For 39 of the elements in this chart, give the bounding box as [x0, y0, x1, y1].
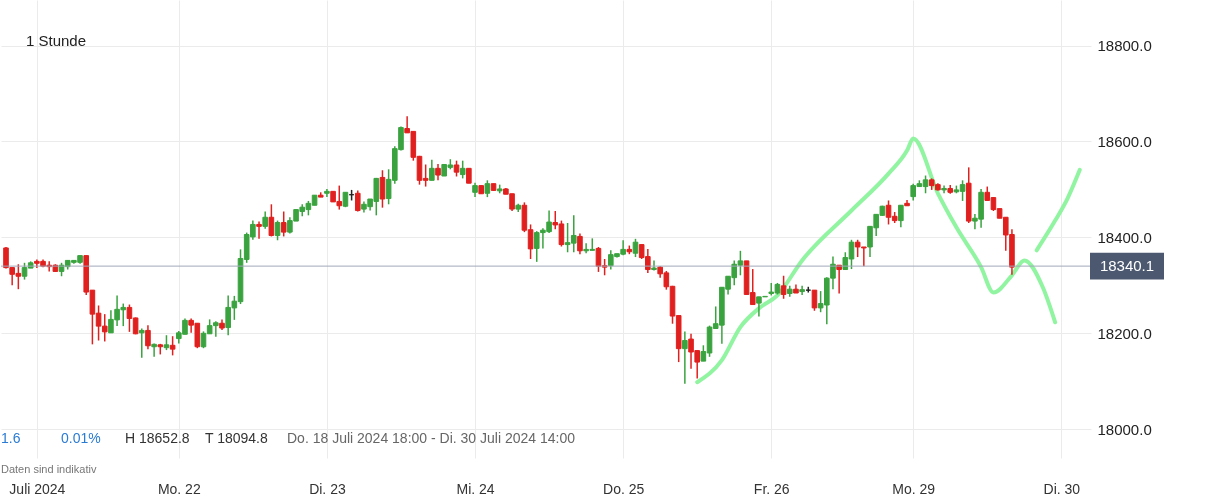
candlestick	[429, 158, 435, 182]
x-tick-label: Mi. 24	[456, 480, 495, 497]
y-tick-label: 18400.0	[1097, 228, 1152, 246]
line-series	[695, 136, 1058, 385]
x-tick-label: Di. 30	[1043, 480, 1081, 497]
line-series	[1034, 167, 1082, 253]
candlestick	[280, 210, 287, 238]
candlestick	[256, 220, 262, 240]
candlestick	[268, 203, 275, 238]
annotation: 1 Stunde	[26, 32, 87, 49]
candlestick	[632, 238, 639, 258]
candlestick	[811, 289, 818, 312]
candlestick	[138, 327, 145, 359]
x-tick-label: Mo. 29	[892, 480, 936, 497]
annotation: 0.01%	[61, 430, 101, 446]
candlestick	[780, 275, 787, 300]
annotation: T 18094.8	[205, 430, 269, 446]
x-tick-label: Do. 25	[603, 480, 645, 497]
candlestick	[682, 330, 688, 385]
x-tick-label: Fr. 26	[753, 480, 790, 497]
y-tick-label: 18800.0	[1097, 37, 1152, 55]
text: Daten sind indikativ	[1, 463, 97, 475]
y-tick-label: 18600.0	[1097, 132, 1152, 150]
candlestick	[379, 169, 386, 209]
x-tick-label: Juli 2024	[9, 480, 66, 497]
candlestick	[169, 335, 176, 357]
annotation: Do. 18 Juli 2024 18:00 - Di. 30 Juli 2024 14:00	[287, 430, 576, 446]
candlestick	[577, 232, 583, 255]
candlestick	[274, 219, 281, 242]
y-tick-label: 18000.0	[1097, 420, 1152, 438]
annotation: H 18652.8	[125, 430, 190, 446]
candlestick	[145, 324, 151, 350]
candlestick	[151, 342, 157, 358]
ref-line-label: 18340.1	[1099, 257, 1155, 275]
annotation: 1.6	[1, 430, 21, 446]
candlestick	[898, 204, 904, 229]
y-tick-label: 18200.0	[1097, 324, 1152, 342]
x-tick-label: Mo. 22	[157, 480, 201, 497]
x-tick-label: Di. 23	[309, 480, 346, 497]
